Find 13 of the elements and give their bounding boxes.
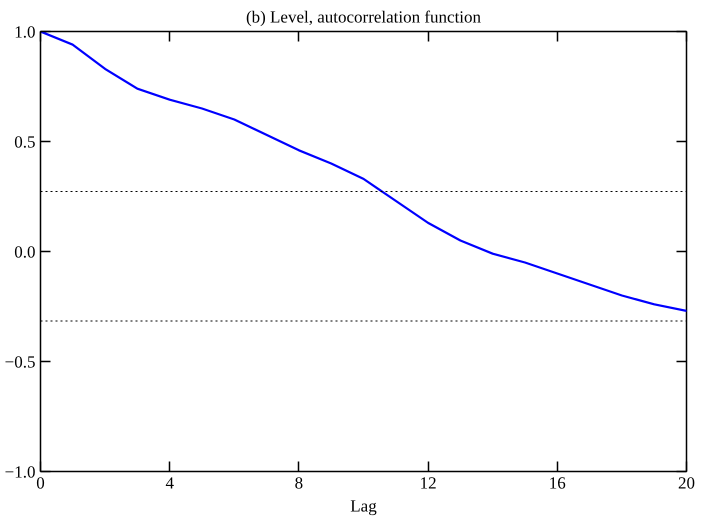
x-tick-label: 20 — [678, 474, 695, 492]
x-tick-label: 0 — [36, 474, 45, 492]
x-tick-label: 8 — [294, 474, 304, 492]
y-tick-label: −1.0 — [4, 462, 36, 482]
x-axis-title: Lag — [350, 496, 378, 516]
y-tick-label: −0.5 — [4, 352, 36, 372]
x-tick-label: 16 — [548, 474, 566, 492]
chart-title: (b) Level, autocorrelation function — [246, 8, 482, 26]
y-tick-label: 1.0 — [14, 22, 36, 42]
y-tick-label: 0.5 — [14, 132, 36, 152]
x-tick-label: 4 — [165, 474, 174, 492]
y-tick-label: 0.0 — [14, 242, 36, 262]
x-tick-label: 12 — [420, 474, 437, 492]
